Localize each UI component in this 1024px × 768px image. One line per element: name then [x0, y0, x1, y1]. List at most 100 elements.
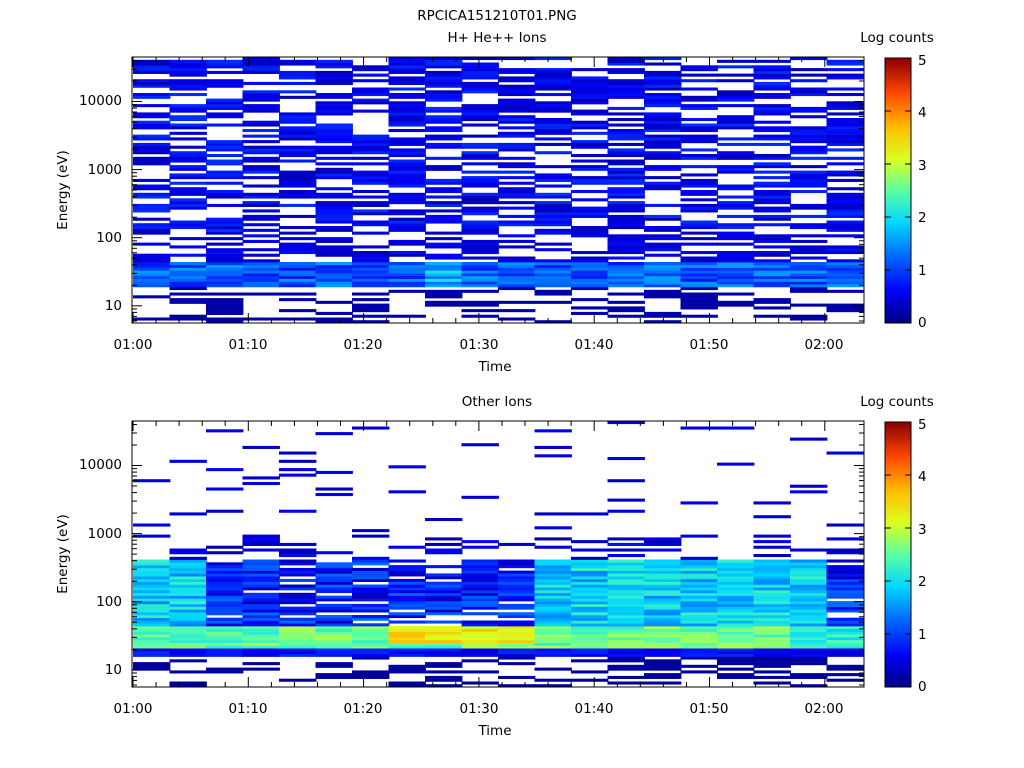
heatmap-cell — [352, 195, 390, 199]
heatmap-cell — [534, 101, 572, 105]
heatmap-cell — [388, 278, 426, 282]
heatmap-cell — [607, 176, 645, 180]
heatmap-cell — [790, 273, 828, 277]
colorbar-segment — [885, 150, 911, 154]
colorbar-segment — [885, 63, 911, 67]
heatmap-cell — [315, 570, 353, 574]
heatmap-cell — [826, 551, 864, 555]
heatmap-cell — [753, 606, 791, 610]
colorbar-segment — [885, 512, 911, 516]
heatmap-cell — [790, 284, 828, 288]
heatmap-cell — [717, 231, 755, 235]
heatmap-cell — [534, 217, 572, 221]
heatmap-cell — [790, 170, 828, 174]
heatmap-cell — [133, 573, 171, 577]
heatmap-cell — [279, 231, 317, 235]
heatmap-cell — [169, 642, 207, 646]
heatmap-cell — [571, 209, 609, 213]
heatmap-cell — [717, 201, 755, 205]
heatmap-cell — [826, 537, 864, 541]
colorbar-segment — [885, 461, 911, 465]
heatmap-cell — [753, 592, 791, 596]
heatmap-cell — [425, 109, 463, 113]
heatmap-cell — [242, 609, 280, 613]
heatmap-cell — [680, 118, 718, 122]
heatmap-cell — [461, 659, 499, 663]
heatmap-cell — [169, 601, 207, 605]
heatmap-cell — [498, 104, 536, 108]
heatmap-cell — [790, 675, 828, 679]
heatmap-cell — [826, 68, 864, 72]
heatmap-cell — [206, 106, 244, 110]
heatmap-cell — [425, 273, 463, 277]
heatmap-cell — [315, 106, 353, 110]
heatmap-cell — [571, 275, 609, 279]
heatmap-cell — [826, 626, 864, 630]
heatmap-cell — [717, 609, 755, 613]
heatmap-cell — [352, 284, 390, 288]
heatmap-cell — [534, 667, 572, 671]
heatmap-cell — [571, 678, 609, 682]
colorbar-segment — [885, 317, 911, 321]
heatmap-cell — [461, 195, 499, 199]
heatmap-cell — [133, 126, 171, 130]
colorbar-segment — [885, 604, 911, 608]
heatmap-cell — [717, 584, 755, 588]
heatmap-cell — [388, 170, 426, 174]
heatmap-cell — [169, 548, 207, 552]
heatmap-cell — [206, 192, 244, 196]
heatmap-cell — [607, 214, 645, 218]
heatmap-cell — [133, 642, 171, 646]
heatmap-cell — [206, 576, 244, 580]
heatmap-cell — [461, 184, 499, 188]
heatmap-cell — [790, 567, 828, 571]
heatmap-cell — [753, 104, 791, 108]
heatmap-cell — [790, 645, 828, 649]
heatmap-cell — [534, 573, 572, 577]
heatmap-cell — [607, 592, 645, 596]
colorbar-segment — [885, 158, 911, 162]
heatmap-cell — [607, 95, 645, 99]
heatmap-cell — [242, 606, 280, 610]
heatmap-cell — [242, 104, 280, 108]
heatmap-cell — [607, 203, 645, 207]
heatmap-cell — [717, 426, 755, 430]
heatmap-cell — [571, 642, 609, 646]
heatmap-cell — [644, 609, 682, 613]
heatmap-cell — [790, 137, 828, 141]
heatmap-cell — [680, 292, 718, 296]
heatmap-cell — [279, 626, 317, 630]
heatmap-cell — [133, 259, 171, 263]
colorbar-segment — [885, 456, 911, 460]
heatmap-cell — [388, 645, 426, 649]
heatmap-cell — [352, 148, 390, 152]
colorbar-segment — [885, 262, 911, 266]
heatmap-cell — [388, 670, 426, 674]
colorbar-segment — [885, 89, 911, 93]
colorbar-segment — [885, 121, 911, 125]
heatmap-cell — [498, 542, 536, 546]
heatmap-cell — [680, 206, 718, 210]
heatmap-cell — [315, 273, 353, 277]
heatmap-cell — [644, 151, 682, 155]
heatmap-cell — [498, 576, 536, 580]
heatmap-cell — [534, 609, 572, 613]
heatmap-cell — [169, 567, 207, 571]
heatmap-cell — [315, 201, 353, 205]
heatmap-cell — [279, 148, 317, 152]
heatmap-cell — [607, 142, 645, 146]
heatmap-cell — [498, 245, 536, 249]
heatmap-cell — [388, 87, 426, 91]
heatmap-cell — [206, 101, 244, 105]
heatmap-cell — [206, 273, 244, 277]
heatmap-cell — [717, 65, 755, 69]
heatmap-cell — [498, 120, 536, 124]
heatmap-cell — [315, 609, 353, 613]
heatmap-cell — [717, 595, 755, 599]
heatmap-cell — [607, 609, 645, 613]
heatmap-cell — [571, 214, 609, 218]
heatmap-cell — [425, 137, 463, 141]
heatmap-cell — [461, 565, 499, 569]
colorbar-segment — [885, 92, 911, 96]
heatmap-cell — [826, 628, 864, 632]
